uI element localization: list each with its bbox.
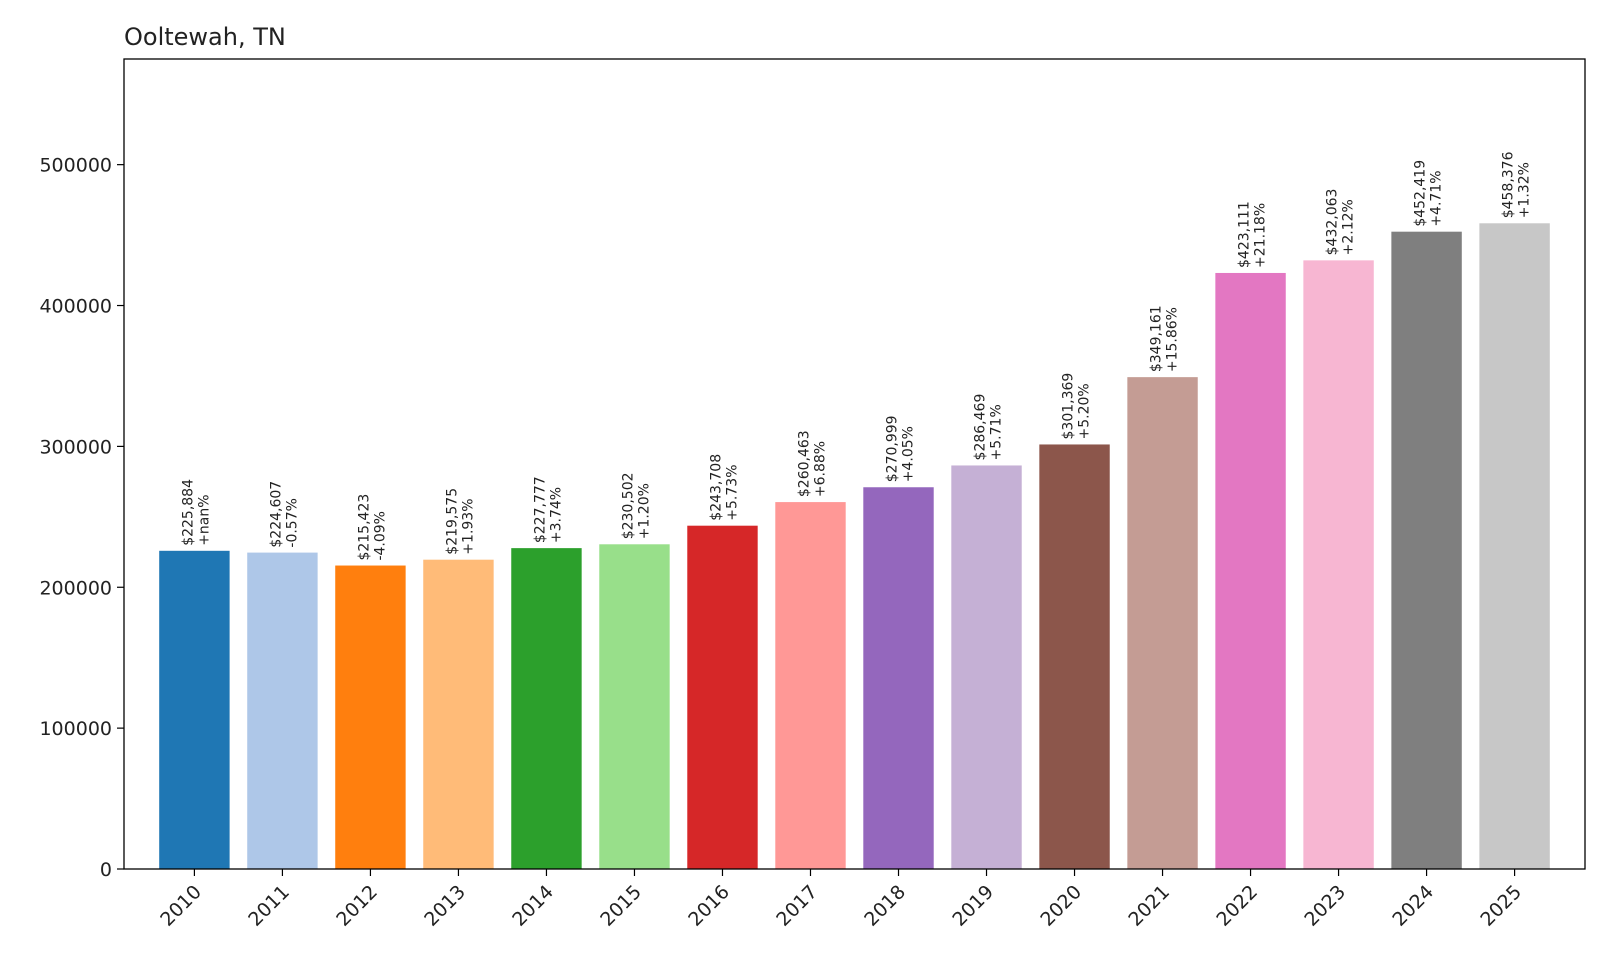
x-tick-label-2025: 2025 bbox=[1476, 881, 1526, 931]
y-tick-label-0: 0 bbox=[100, 859, 112, 881]
data-label-value-2024: $452,419 bbox=[1413, 160, 1429, 227]
y-tick-label-200000: 200000 bbox=[39, 577, 112, 599]
x-tick-label-2021: 2021 bbox=[1124, 881, 1174, 931]
data-label-change-2018: +4.05% bbox=[901, 426, 917, 482]
y-axis: 0 100000 200000 300000 400000 500000 bbox=[39, 155, 124, 881]
x-tick-label-2018: 2018 bbox=[860, 881, 910, 931]
bar-2018 bbox=[863, 487, 934, 869]
bar-2023 bbox=[1303, 260, 1374, 869]
y-tick-label-100000: 100000 bbox=[39, 718, 112, 740]
data-label-change-2021: +15.86% bbox=[1165, 307, 1181, 372]
data-label-change-2019: +5.71% bbox=[989, 404, 1005, 460]
bar-2024 bbox=[1391, 231, 1462, 869]
bar-2022 bbox=[1215, 272, 1286, 870]
data-label-value-2025: $458,376 bbox=[1501, 151, 1517, 218]
data-label-change-2022: +21.18% bbox=[1253, 203, 1269, 268]
bar-2012 bbox=[335, 565, 406, 869]
data-label-change-2017: +6.88% bbox=[812, 441, 828, 497]
x-tick-label-2019: 2019 bbox=[948, 881, 998, 931]
x-tick-label-2014: 2014 bbox=[508, 881, 558, 931]
x-tick-label-2013: 2013 bbox=[420, 881, 470, 931]
x-tick-label-2015: 2015 bbox=[596, 881, 646, 931]
data-label-change-2012: -4.09% bbox=[372, 511, 388, 561]
data-label-value-2021: $349,161 bbox=[1149, 305, 1165, 372]
data-label-value-2019: $286,469 bbox=[973, 394, 989, 461]
data-label-change-2023: +2.12% bbox=[1341, 199, 1357, 255]
data-label-change-2025: +1.32% bbox=[1517, 162, 1533, 218]
bar-2020 bbox=[1039, 444, 1110, 869]
data-label-change-2015: +1.20% bbox=[636, 483, 652, 539]
data-label-value-2020: $301,369 bbox=[1061, 373, 1077, 440]
bar-2025 bbox=[1479, 223, 1550, 869]
data-label-value-2016: $243,708 bbox=[708, 454, 724, 521]
data-label-value-2010: $225,884 bbox=[180, 479, 196, 546]
x-tick-label-2011: 2011 bbox=[244, 881, 294, 931]
x-tick-label-2022: 2022 bbox=[1212, 881, 1262, 931]
data-label-change-2020: +5.20% bbox=[1077, 383, 1093, 439]
data-label-value-2023: $432,063 bbox=[1325, 189, 1341, 256]
bar-2016 bbox=[687, 525, 758, 869]
bar-2021 bbox=[1127, 377, 1198, 869]
data-label-change-2014: +3.74% bbox=[548, 487, 564, 543]
data-label-value-2014: $227,777 bbox=[532, 476, 548, 543]
y-tick-label-400000: 400000 bbox=[39, 296, 112, 318]
data-label-value-2015: $230,502 bbox=[620, 472, 636, 539]
bar-2019 bbox=[951, 465, 1022, 869]
data-label-change-2010: +nan% bbox=[196, 494, 212, 545]
x-axis: 2010 2011 2012 2013 2014 2015 2016 2017 2018 2019… bbox=[156, 869, 1526, 931]
data-label-change-2024: +4.71% bbox=[1429, 170, 1445, 226]
y-tick-label-500000: 500000 bbox=[39, 155, 112, 177]
x-tick-label-2010: 2010 bbox=[156, 881, 206, 931]
chart-title: Ooltewah, TN bbox=[124, 23, 286, 51]
bar-2010 bbox=[159, 550, 230, 869]
data-label-value-2018: $270,999 bbox=[885, 415, 901, 482]
x-tick-label-2020: 2020 bbox=[1036, 881, 1086, 931]
data-label-change-2013: +1.93% bbox=[460, 498, 476, 554]
data-label-value-2017: $260,463 bbox=[796, 430, 812, 497]
bar-2015 bbox=[599, 544, 670, 869]
data-label-value-2022: $423,111 bbox=[1237, 201, 1253, 268]
data-labels-layer: $225,884 +nan% $224,607 -0.57% $215,423 -4.09… bbox=[180, 151, 1532, 560]
x-tick-label-2017: 2017 bbox=[772, 881, 822, 931]
data-label-change-2016: +5.73% bbox=[724, 464, 740, 520]
y-tick-label-300000: 300000 bbox=[39, 436, 112, 458]
bar-2013 bbox=[423, 559, 494, 869]
x-tick-label-2012: 2012 bbox=[332, 881, 382, 931]
x-tick-label-2016: 2016 bbox=[684, 881, 734, 931]
x-tick-label-2024: 2024 bbox=[1388, 881, 1438, 931]
data-label-change-2011: -0.57% bbox=[284, 498, 300, 548]
bar-2017 bbox=[775, 502, 846, 869]
data-label-value-2011: $224,607 bbox=[268, 481, 284, 548]
bar-2014 bbox=[511, 548, 582, 869]
data-label-value-2013: $219,575 bbox=[444, 488, 460, 555]
x-tick-label-2023: 2023 bbox=[1300, 881, 1350, 931]
plot-frame bbox=[123, 58, 1586, 870]
bar-2011 bbox=[247, 552, 318, 869]
bars-layer bbox=[159, 223, 1550, 870]
data-label-value-2012: $215,423 bbox=[356, 494, 372, 561]
